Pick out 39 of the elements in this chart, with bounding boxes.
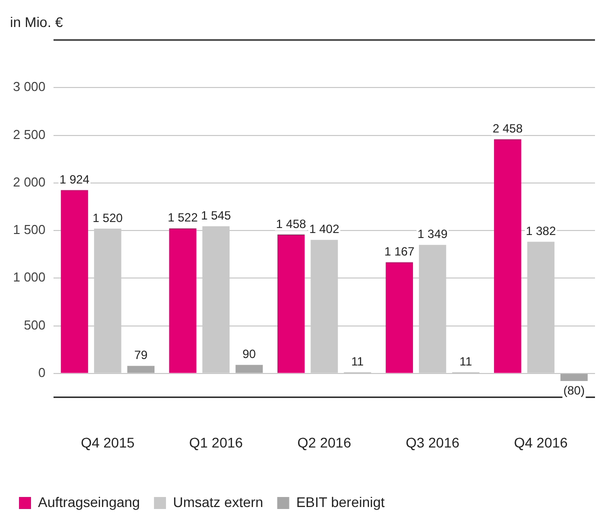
data-label: 79	[134, 348, 148, 362]
y-tick-label: 2 500	[12, 126, 46, 142]
bar	[236, 364, 263, 373]
y-tick-label: 1 500	[12, 222, 46, 238]
legend-label: Umsatz extern	[172, 494, 264, 510]
data-label: 1 382	[526, 224, 556, 238]
x-tick-label: Q4 2016	[514, 434, 568, 450]
data-label: 1 545	[200, 208, 232, 223]
data-label: 11	[460, 354, 472, 369]
data-label: 1 402	[309, 222, 340, 236]
data-label: 11	[351, 354, 364, 369]
data-label: 1 167	[384, 244, 415, 259]
bar	[560, 374, 588, 382]
bar	[494, 139, 522, 373]
bar	[277, 234, 305, 373]
bar	[127, 366, 155, 373]
data-label: 1 349	[418, 227, 448, 242]
y-axis-title: in Mio. €	[10, 14, 63, 30]
legend-label: EBIT bereinigt	[296, 494, 385, 510]
bar	[169, 228, 196, 373]
y-tick-label: 1 000	[12, 270, 46, 285]
x-tick-label: Q1 2016	[189, 434, 244, 450]
data-label: 2 458	[492, 122, 523, 136]
y-tick-label: 0	[38, 364, 46, 380]
data-label: 1 520	[92, 210, 124, 225]
legend-label: Auftragseingang	[38, 494, 140, 510]
data-label: 90	[242, 347, 256, 362]
x-tick-label: Q2 2016	[297, 434, 352, 450]
data-label: 1 458	[276, 216, 306, 231]
y-tick-label: 3 000	[12, 79, 46, 94]
x-tick-label: Q3 2016	[406, 434, 460, 450]
data-label: 1 924	[59, 172, 90, 186]
bar	[386, 262, 413, 373]
y-tick-label: 500	[24, 317, 46, 332]
y-tick-label: 2 000	[12, 174, 46, 190]
x-tick-label: Q4 2015	[80, 434, 135, 450]
bar	[60, 190, 88, 373]
data-label: 1 522	[168, 210, 198, 225]
data-label: (80)	[563, 383, 585, 398]
